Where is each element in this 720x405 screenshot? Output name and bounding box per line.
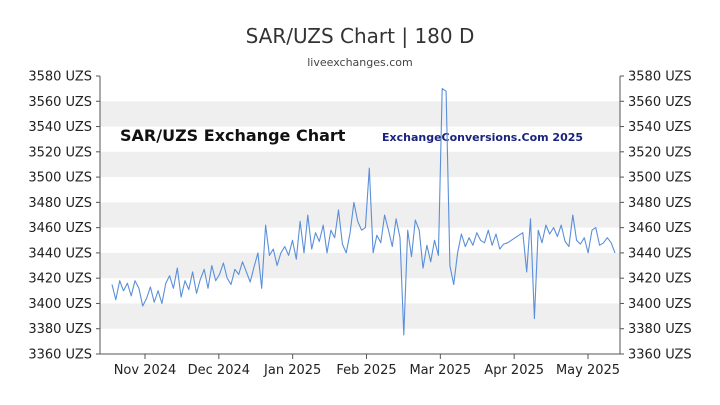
y-tick-label-right: 3360 UZS: [628, 348, 692, 363]
y-tick-label-right: 3580 UZS: [628, 70, 692, 85]
chart-title: SAR/UZS Exchange Chart: [120, 126, 346, 145]
y-tick-label-left: 3360 UZS: [28, 348, 92, 363]
grid-band: [100, 151, 620, 178]
y-tick-label-right: 3380 UZS: [628, 322, 692, 337]
y-tick-label-left: 3540 UZS: [28, 120, 92, 135]
y-tick-label-left: 3580 UZS: [28, 70, 92, 85]
y-tick-label-right: 3480 UZS: [628, 196, 692, 211]
x-tick-label: Nov 2024: [114, 363, 177, 378]
x-tick-label: Dec 2024: [188, 363, 250, 378]
y-tick-label-left: 3420 UZS: [28, 272, 92, 287]
x-tick-label: Jan 2025: [263, 363, 321, 378]
x-tick-label: May 2025: [556, 363, 620, 378]
y-tick-label-left: 3560 UZS: [28, 95, 92, 110]
y-tick-label-right: 3560 UZS: [628, 95, 692, 110]
y-tick-label-left: 3480 UZS: [28, 196, 92, 211]
y-tick-label-right: 3520 UZS: [628, 145, 692, 160]
series-line: [111, 88, 616, 336]
page-subtitle: liveexchanges.com: [307, 56, 413, 69]
y-tick-label-left: 3500 UZS: [28, 171, 92, 186]
y-tick-label-right: 3540 UZS: [628, 120, 692, 135]
page-title: SAR/UZS Chart | 180 D: [245, 24, 475, 48]
x-tick-label: Feb 2025: [336, 363, 396, 378]
y-tick-label-left: 3460 UZS: [28, 221, 92, 236]
y-tick-label-right: 3420 UZS: [628, 272, 692, 287]
x-tick-label: Mar 2025: [409, 363, 471, 378]
y-tick-label-right: 3440 UZS: [628, 246, 692, 261]
y-tick-label-left: 3400 UZS: [28, 297, 92, 312]
x-tick-label: Apr 2025: [484, 363, 544, 378]
y-tick-label-right: 3500 UZS: [628, 171, 692, 186]
grid-band: [100, 303, 620, 329]
grid-band: [100, 252, 620, 279]
grid-band: [100, 202, 620, 228]
y-tick-label-left: 3380 UZS: [28, 322, 92, 337]
y-tick-label-left: 3440 UZS: [28, 246, 92, 261]
grid-band: [100, 101, 620, 127]
y-tick-label-right: 3460 UZS: [628, 221, 692, 236]
chart-watermark: ExchangeConversions.Com 2025: [382, 131, 583, 144]
y-tick-label-right: 3400 UZS: [628, 297, 692, 312]
y-tick-label-left: 3520 UZS: [28, 145, 92, 160]
